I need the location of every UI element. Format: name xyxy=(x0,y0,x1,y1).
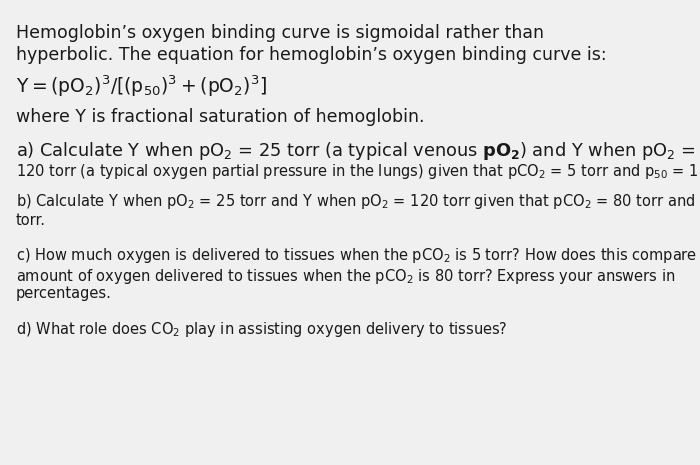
Text: d) What role does $\mathrm{CO_2}$ play in assisting oxygen delivery to tissues?: d) What role does $\mathrm{CO_2}$ play i… xyxy=(16,320,508,339)
Text: c) How much oxygen is delivered to tissues when the $\mathrm{pCO_2}$ is 5 torr? : c) How much oxygen is delivered to tissu… xyxy=(16,246,700,265)
Text: $\mathrm{Y = (pO_2)^3/[(p_{50})^3 + (pO_2)^3]}$: $\mathrm{Y = (pO_2)^3/[(p_{50})^3 + (pO_… xyxy=(16,74,267,100)
Text: Hemoglobin’s oxygen binding curve is sigmoidal rather than: Hemoglobin’s oxygen binding curve is sig… xyxy=(16,24,544,42)
Text: 120 torr (a typical oxygen partial pressure in the lungs) given that $\mathrm{pC: 120 torr (a typical oxygen partial press… xyxy=(16,162,700,181)
Text: b) Calculate Y when $\mathrm{pO_2}$ = 25 torr and Y when $\mathrm{pO_2}$ = 120 t: b) Calculate Y when $\mathrm{pO_2}$ = 25… xyxy=(16,193,700,212)
Text: a) Calculate Y when $\mathrm{pO_2}$ = 25 torr (a typical venous $\mathbf{pO_2}$): a) Calculate Y when $\mathrm{pO_2}$ = 25… xyxy=(16,140,696,162)
Text: torr.: torr. xyxy=(16,213,46,228)
Text: where Y is fractional saturation of hemoglobin.: where Y is fractional saturation of hemo… xyxy=(16,108,424,126)
Text: amount of oxygen delivered to tissues when the $\mathrm{pCO_2}$ is 80 torr? Expr: amount of oxygen delivered to tissues wh… xyxy=(16,267,676,286)
Text: hyperbolic. The equation for hemoglobin’s oxygen binding curve is:: hyperbolic. The equation for hemoglobin’… xyxy=(16,46,606,64)
Text: percentages.: percentages. xyxy=(16,286,112,301)
